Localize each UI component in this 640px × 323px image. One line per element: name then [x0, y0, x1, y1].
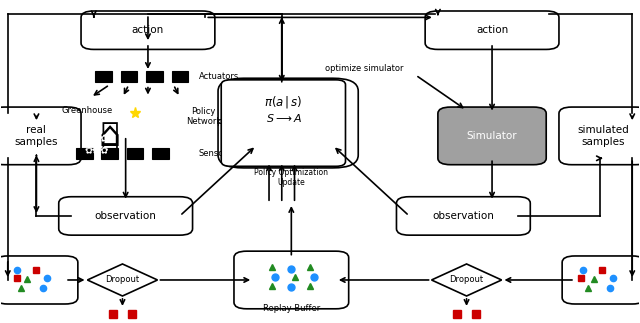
FancyBboxPatch shape	[59, 197, 193, 235]
FancyBboxPatch shape	[101, 148, 118, 159]
FancyBboxPatch shape	[562, 256, 640, 304]
Text: Replay Buffer: Replay Buffer	[262, 304, 320, 313]
FancyBboxPatch shape	[172, 71, 188, 82]
FancyBboxPatch shape	[0, 256, 78, 304]
Text: ⌂: ⌂	[99, 119, 121, 153]
FancyBboxPatch shape	[559, 107, 640, 165]
FancyBboxPatch shape	[152, 148, 169, 159]
FancyBboxPatch shape	[120, 71, 137, 82]
FancyBboxPatch shape	[146, 71, 163, 82]
FancyBboxPatch shape	[234, 251, 349, 309]
Text: Sensors: Sensors	[199, 149, 232, 158]
Text: Actuators: Actuators	[199, 72, 239, 81]
Text: optimize simulator: optimize simulator	[325, 64, 404, 73]
Text: $S \longrightarrow A$: $S \longrightarrow A$	[266, 112, 302, 124]
Text: $\pi(a\,|\,s)$: $\pi(a\,|\,s)$	[264, 94, 303, 110]
Polygon shape	[431, 264, 502, 296]
Text: Greenhouse: Greenhouse	[62, 106, 113, 115]
Text: action: action	[476, 25, 508, 35]
Text: $\pi(a\,|\,s)$: $\pi(a\,|\,s)$	[271, 87, 305, 101]
FancyBboxPatch shape	[81, 11, 215, 49]
Text: ✿✿✿
✿✿✿: ✿✿✿ ✿✿✿	[84, 135, 109, 156]
Text: real
samples: real samples	[15, 125, 58, 147]
Text: Dropout: Dropout	[106, 276, 140, 285]
Text: 🏠: 🏠	[100, 121, 119, 151]
Text: observation: observation	[95, 211, 157, 221]
FancyBboxPatch shape	[396, 197, 531, 235]
Text: action: action	[132, 25, 164, 35]
Text: Dropout: Dropout	[449, 276, 484, 285]
FancyBboxPatch shape	[95, 71, 111, 82]
FancyBboxPatch shape	[127, 148, 143, 159]
FancyBboxPatch shape	[0, 107, 81, 165]
Text: Simulator: Simulator	[467, 131, 517, 141]
Text: Policy
Network: Policy Network	[186, 107, 221, 126]
FancyBboxPatch shape	[425, 11, 559, 49]
Text: simulated
samples: simulated samples	[578, 125, 629, 147]
FancyBboxPatch shape	[221, 80, 346, 166]
Polygon shape	[88, 264, 157, 296]
FancyBboxPatch shape	[76, 148, 93, 159]
FancyBboxPatch shape	[218, 78, 358, 168]
Text: $S \longrightarrow A$: $S \longrightarrow A$	[271, 117, 305, 129]
Text: Policy Optimization
Update: Policy Optimization Update	[254, 168, 328, 187]
Text: Policy\nNetwork: Policy\nNetwork	[216, 119, 284, 128]
FancyBboxPatch shape	[438, 107, 546, 165]
Text: observation: observation	[433, 211, 494, 221]
